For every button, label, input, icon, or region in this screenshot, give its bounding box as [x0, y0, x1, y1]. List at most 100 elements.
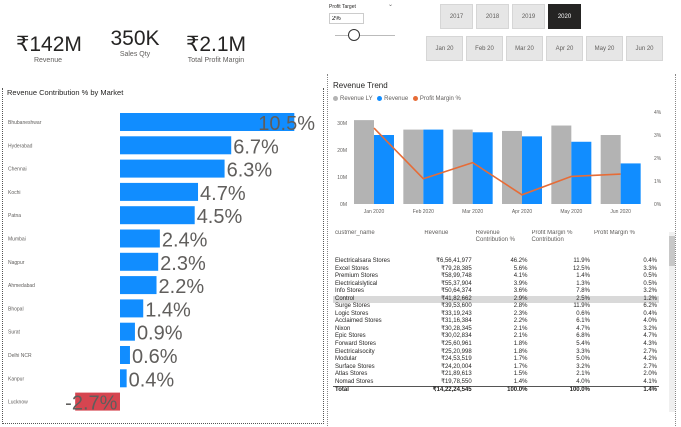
market-category-label: Bhubaneshwar	[8, 120, 42, 126]
y-tick-label: 0M	[340, 202, 347, 208]
table-cell: 3.2%	[643, 288, 657, 295]
column-header[interactable]: custmer_name	[335, 230, 375, 236]
market-bar[interactable]	[120, 299, 144, 318]
table-row[interactable]: Info Stores ₹50,64,374 3.6% 7.8% 3.2%	[333, 288, 659, 296]
table-cell: 2.1%	[576, 371, 590, 378]
revenue-bar[interactable]	[522, 136, 542, 204]
table-cell: 4.1%	[643, 378, 657, 385]
profit-target-input[interactable]	[329, 13, 364, 24]
month-button-3[interactable]: Apr 20	[546, 36, 583, 61]
market-bar[interactable]	[120, 369, 127, 388]
chevron-down-icon[interactable]: ⌄	[388, 2, 394, 8]
table-row[interactable]: Atlas Stores ₹21,89,613 1.5% 2.1% 2.0%	[333, 371, 659, 379]
market-value-label: -2.7%	[65, 393, 117, 415]
table-row[interactable]: Electricalsara Stores ₹6,56,41,977 46.2% 11…	[333, 258, 659, 266]
year-button-2019[interactable]: 2019	[512, 4, 545, 29]
market-bar[interactable]	[120, 136, 232, 155]
table-cell: 3.2%	[643, 325, 657, 332]
year-button-2017[interactable]: 2017	[440, 4, 473, 29]
revenue-ly-bar[interactable]	[600, 135, 621, 204]
market-bar[interactable]	[120, 276, 157, 295]
table-cell: Atlas Stores	[335, 371, 368, 378]
market-category-label: Lucknow	[8, 400, 28, 406]
market-bar[interactable]	[75, 392, 120, 411]
table-row[interactable]: Nixon ₹30,28,345 2.1% 4.7% 3.2%	[333, 326, 659, 334]
y2-tick-label: 4%	[654, 110, 662, 116]
column-header[interactable]: Profit Margin % Contribution	[531, 230, 573, 243]
month-button-0[interactable]: Jan 20	[426, 36, 463, 61]
table-row[interactable]: Nomad Stores ₹19,78,550 1.4% 4.0% 4.1%	[333, 379, 659, 387]
table-row[interactable]: Modular ₹24,53,519 1.7% 5.0% 4.2%	[333, 356, 659, 364]
trend-container	[327, 74, 676, 426]
table-cell: 12.5%	[572, 265, 590, 272]
table-row[interactable]: Control ₹41,82,662 2.9% 2.5% 1.2%	[333, 295, 659, 304]
month-button-4[interactable]: May 20	[586, 36, 623, 61]
market-value-label: 2.2%	[159, 276, 205, 298]
table-row[interactable]: Electricalsocity ₹25,20,998 1.8% 3.3% 2.7%	[333, 349, 659, 357]
market-bar[interactable]	[120, 113, 295, 131]
month-button-5[interactable]: Jun 20	[626, 36, 663, 61]
table-row[interactable]: Premium Stores ₹58,99,748 4.1% 1.4% 0.5%	[333, 273, 659, 281]
market-value-label: 2.4%	[162, 230, 208, 252]
market-bar[interactable]	[120, 206, 195, 225]
table-cell: 2.7%	[643, 363, 657, 370]
table-row[interactable]: Epic Stores ₹30,02,834 2.1% 6.8% 4.7%	[333, 333, 659, 341]
table-scrollbar-thumb[interactable]	[669, 236, 675, 266]
x-tick-label: Jan 2020	[364, 209, 385, 215]
table-cell: 4.0%	[576, 378, 590, 385]
x-tick-label: Jun 2020	[610, 209, 631, 215]
y2-tick-label: 0%	[654, 202, 662, 208]
revenue-ly-bar[interactable]	[551, 125, 572, 204]
market-chart-title: Revenue Contribution % by Market	[7, 88, 124, 97]
table-row[interactable]: Forward Stores ₹25,60,961 1.8% 5.4% 4.3%	[333, 341, 659, 349]
table-total-cell: 1.4%	[591, 386, 659, 395]
table-cell: 1.5%	[513, 371, 528, 378]
revenue-bar[interactable]	[423, 129, 444, 204]
market-bar[interactable]	[120, 159, 225, 178]
column-header[interactable]: Revenue Contribution %	[475, 230, 516, 243]
market-bar[interactable]	[120, 346, 130, 364]
x-tick-label: Apr 2020	[512, 209, 533, 215]
market-category-label: Ahmedabad	[8, 283, 35, 289]
market-category-label: Delhi NCR	[8, 353, 32, 359]
profit-margin-line[interactable]	[373, 127, 621, 196]
table-scrollbar[interactable]	[669, 232, 675, 412]
revenue-bar[interactable]	[374, 135, 394, 204]
table-cell: 1.7%	[513, 363, 528, 370]
table-row[interactable]: Excel Stores ₹79,28,385 5.6% 12.5% 3.3%	[333, 266, 659, 274]
table-row[interactable]: Acclaimed Stores ₹31,16,384 2.2% 6.1% 4.0%	[333, 318, 659, 326]
revenue-bar[interactable]	[571, 141, 592, 204]
market-category-label: Bhopal	[8, 306, 24, 312]
year-button-2018[interactable]: 2018	[476, 4, 509, 29]
table-row[interactable]: Electricalslytical ₹55,37,904 3.9% 1.3% 0.5%	[333, 281, 659, 289]
table-cell: 1.8%	[513, 348, 528, 355]
revenue-ly-bar[interactable]	[403, 129, 424, 204]
kpi-profit-margin: ₹2.1M Total Profit Margin	[183, 32, 249, 64]
month-button-1[interactable]: Feb 20	[466, 36, 503, 61]
market-bar[interactable]	[120, 322, 135, 341]
table-cell: 11.9%	[573, 258, 590, 264]
revenue-ly-bar[interactable]	[452, 129, 473, 204]
market-category-label: Hyderabad	[8, 143, 33, 149]
table-cell: Electricalslytical	[335, 280, 378, 287]
table-row[interactable]: Logic Stores ₹33,19,243 2.3% 0.6% 0.4%	[333, 311, 659, 319]
year-button-2020[interactable]: 2020	[548, 4, 581, 29]
month-button-2[interactable]: Mar 20	[506, 36, 543, 61]
revenue-bar[interactable]	[472, 132, 493, 204]
market-bar[interactable]	[120, 229, 160, 248]
column-header[interactable]: Revenue	[424, 230, 449, 236]
market-bar[interactable]	[120, 182, 199, 201]
revenue-bar[interactable]	[620, 163, 641, 204]
table-cell: Excel Stores	[335, 265, 369, 272]
market-bar[interactable]	[120, 252, 159, 271]
table-row[interactable]: Surface Stores ₹24,20,004 1.7% 3.2% 2.7%	[333, 364, 659, 372]
y-tick-label: 10M	[337, 175, 347, 181]
y-tick-label: 30M	[337, 121, 347, 127]
market-value-label: 10.5%	[258, 113, 315, 135]
table-cell: 2.9%	[473, 295, 530, 304]
revenue-ly-bar[interactable]	[354, 120, 374, 204]
profit-target-slider-track[interactable]	[335, 35, 395, 36]
column-header[interactable]: Profit Margin %	[593, 230, 635, 236]
table-row[interactable]: Surge Stores ₹39,53,600 2.8% 11.9% 6.2%	[333, 303, 659, 311]
profit-target-slider-thumb[interactable]	[348, 29, 360, 41]
